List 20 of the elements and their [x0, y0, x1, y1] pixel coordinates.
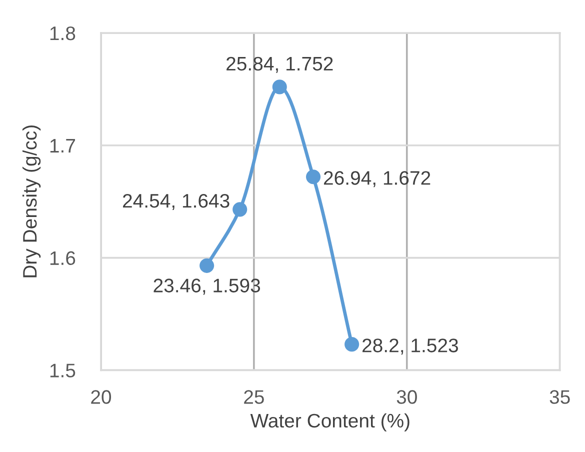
data-label: 23.46, 1.593 — [154, 278, 260, 295]
data-label: 24.54, 1.643 — [123, 194, 230, 210]
data-label: 26.94, 1.672 — [324, 171, 430, 188]
point — [232, 202, 248, 217]
x-tick-label: 25 — [244, 390, 264, 404]
data-label: 28.2, 1.523 — [362, 338, 458, 355]
data-label: 25.84, 1.752 — [226, 56, 333, 73]
y-axis-title: Dry Density (g/cc) — [22, 126, 41, 278]
point — [200, 258, 214, 273]
x-tick-label: 30 — [396, 390, 417, 404]
y-tick-label: 1.7 — [50, 139, 75, 152]
x-tick-label: 35 — [550, 390, 570, 404]
point — [306, 170, 321, 184]
y-tick-label: 1.6 — [50, 251, 76, 266]
point — [344, 337, 360, 352]
x-axis-title: Water Content (%) — [250, 413, 410, 432]
point — [272, 80, 287, 94]
x-tick-label: 20 — [91, 390, 112, 404]
y-tick-label: 1.8 — [50, 26, 76, 40]
y-tick-label: 1.5 — [50, 364, 76, 378]
